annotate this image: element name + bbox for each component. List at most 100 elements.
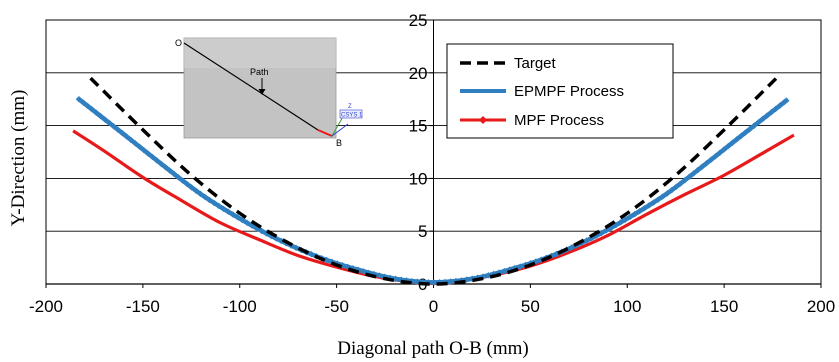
epmpf-marker bbox=[188, 184, 195, 191]
epmpf-marker bbox=[750, 122, 758, 129]
epmpf-marker bbox=[720, 146, 728, 153]
epmpf-marker bbox=[360, 268, 367, 275]
inset-z-label: Z bbox=[348, 104, 352, 110]
epmpf-marker bbox=[277, 237, 285, 245]
epmpf-marker bbox=[239, 216, 246, 224]
epmpf-marker bbox=[763, 112, 771, 119]
inset-b-label: B bbox=[336, 138, 342, 148]
epmpf-marker bbox=[598, 229, 605, 237]
epmpf-marker bbox=[84, 102, 91, 110]
epmpf-marker bbox=[612, 221, 620, 229]
epmpf-marker bbox=[603, 227, 610, 234]
epmpf-marker bbox=[681, 176, 689, 184]
epmpf-marker bbox=[668, 186, 675, 194]
epmpf-marker bbox=[170, 170, 178, 178]
epmpf-marker bbox=[729, 139, 736, 146]
epmpf-marker bbox=[703, 160, 710, 167]
epmpf-marker bbox=[626, 213, 634, 221]
epmpf-marker bbox=[733, 136, 740, 143]
epmpf-marker bbox=[568, 244, 575, 251]
epmpf-marker bbox=[162, 163, 169, 171]
inset-csys-box bbox=[339, 109, 363, 119]
epmpf-marker bbox=[712, 153, 719, 160]
y-tick-label: 10 bbox=[409, 169, 428, 188]
epmpf-marker bbox=[716, 149, 723, 157]
epmpf-marker bbox=[220, 205, 227, 213]
epmpf-marker bbox=[655, 196, 662, 203]
inset-path-arrowhead bbox=[258, 89, 266, 95]
epmpf-marker bbox=[636, 208, 643, 215]
x-tick-label: 150 bbox=[710, 297, 738, 316]
legend: Target EPMPF Process MPF Process bbox=[446, 43, 674, 139]
epmpf-marker bbox=[588, 234, 595, 242]
series-target bbox=[89, 76, 778, 286]
epmpf-marker bbox=[392, 275, 399, 283]
series-epmpf-process bbox=[75, 96, 790, 286]
epmpf-marker bbox=[645, 202, 653, 209]
y-tick-label: 15 bbox=[409, 117, 428, 136]
epmpf-marker bbox=[724, 142, 732, 150]
epmpf-marker bbox=[742, 129, 749, 136]
epmpf-marker bbox=[622, 216, 629, 223]
epmpf-marker bbox=[263, 230, 270, 237]
y-axis-label: Y-Direction (mm) bbox=[8, 90, 29, 227]
epmpf-marker bbox=[759, 115, 766, 123]
epmpf-marker bbox=[673, 183, 680, 191]
series-line bbox=[89, 76, 778, 286]
epmpf-marker bbox=[292, 244, 300, 252]
x-tick-label: -50 bbox=[324, 297, 349, 316]
epmpf-marker bbox=[485, 272, 492, 279]
epmpf-marker bbox=[755, 119, 762, 126]
epmpf-marker bbox=[650, 199, 657, 206]
legend-swatch-mpf-marker bbox=[479, 116, 487, 124]
x-tick-label: -150 bbox=[126, 297, 160, 316]
epmpf-marker bbox=[248, 222, 256, 229]
epmpf-marker bbox=[323, 256, 330, 264]
epmpf-marker bbox=[175, 174, 182, 181]
x-tick-label: 50 bbox=[521, 297, 540, 316]
inset-o-label: O bbox=[175, 38, 182, 48]
epmpf-marker bbox=[197, 190, 204, 198]
epmpf-marker bbox=[659, 193, 666, 200]
epmpf-marker bbox=[201, 193, 209, 201]
epmpf-marker bbox=[501, 267, 508, 275]
epmpf-marker bbox=[641, 205, 648, 212]
legend-label-epmpf: EPMPF Process bbox=[514, 83, 624, 100]
epmpf-marker bbox=[268, 232, 275, 240]
y-tick-label: 20 bbox=[409, 64, 428, 83]
epmpf-marker bbox=[430, 279, 438, 286]
y-tick-label: 25 bbox=[409, 11, 428, 30]
epmpf-marker bbox=[737, 132, 745, 140]
inset-plate-shade bbox=[184, 38, 336, 68]
epmpf-marker bbox=[537, 256, 545, 263]
epmpf-marker bbox=[206, 196, 213, 204]
inset-path-label: Path bbox=[250, 67, 269, 77]
inset-plate bbox=[183, 37, 337, 139]
inset-x-axis bbox=[331, 123, 349, 137]
epmpf-marker bbox=[781, 98, 788, 106]
epmpf-marker bbox=[183, 180, 191, 188]
axes bbox=[45, 19, 822, 288]
epmpf-marker bbox=[768, 108, 775, 116]
epmpf-marker bbox=[75, 96, 83, 103]
epmpf-marker bbox=[224, 208, 232, 215]
epmpf-marker bbox=[607, 224, 615, 231]
inset-path-end bbox=[317, 129, 333, 137]
epmpf-marker bbox=[776, 102, 784, 109]
inset-photo: CSYS 1 Z O B Path bbox=[175, 37, 363, 148]
epmpf-marker bbox=[447, 278, 454, 285]
epmpf-marker bbox=[93, 109, 100, 116]
epmpf-marker bbox=[772, 105, 779, 113]
epmpf-marker bbox=[258, 227, 265, 235]
epmpf-marker bbox=[97, 112, 104, 120]
legend-label-mpf: MPF Process bbox=[514, 112, 604, 129]
epmpf-marker bbox=[699, 163, 706, 170]
epmpf-marker bbox=[677, 180, 684, 187]
epmpf-marker bbox=[136, 143, 143, 150]
epmpf-marker bbox=[694, 166, 702, 174]
epmpf-marker bbox=[179, 177, 186, 184]
epmpf-marker bbox=[664, 190, 671, 197]
epmpf-marker bbox=[106, 119, 113, 127]
epmpf-marker bbox=[192, 187, 200, 194]
epmpf-marker bbox=[140, 146, 148, 154]
